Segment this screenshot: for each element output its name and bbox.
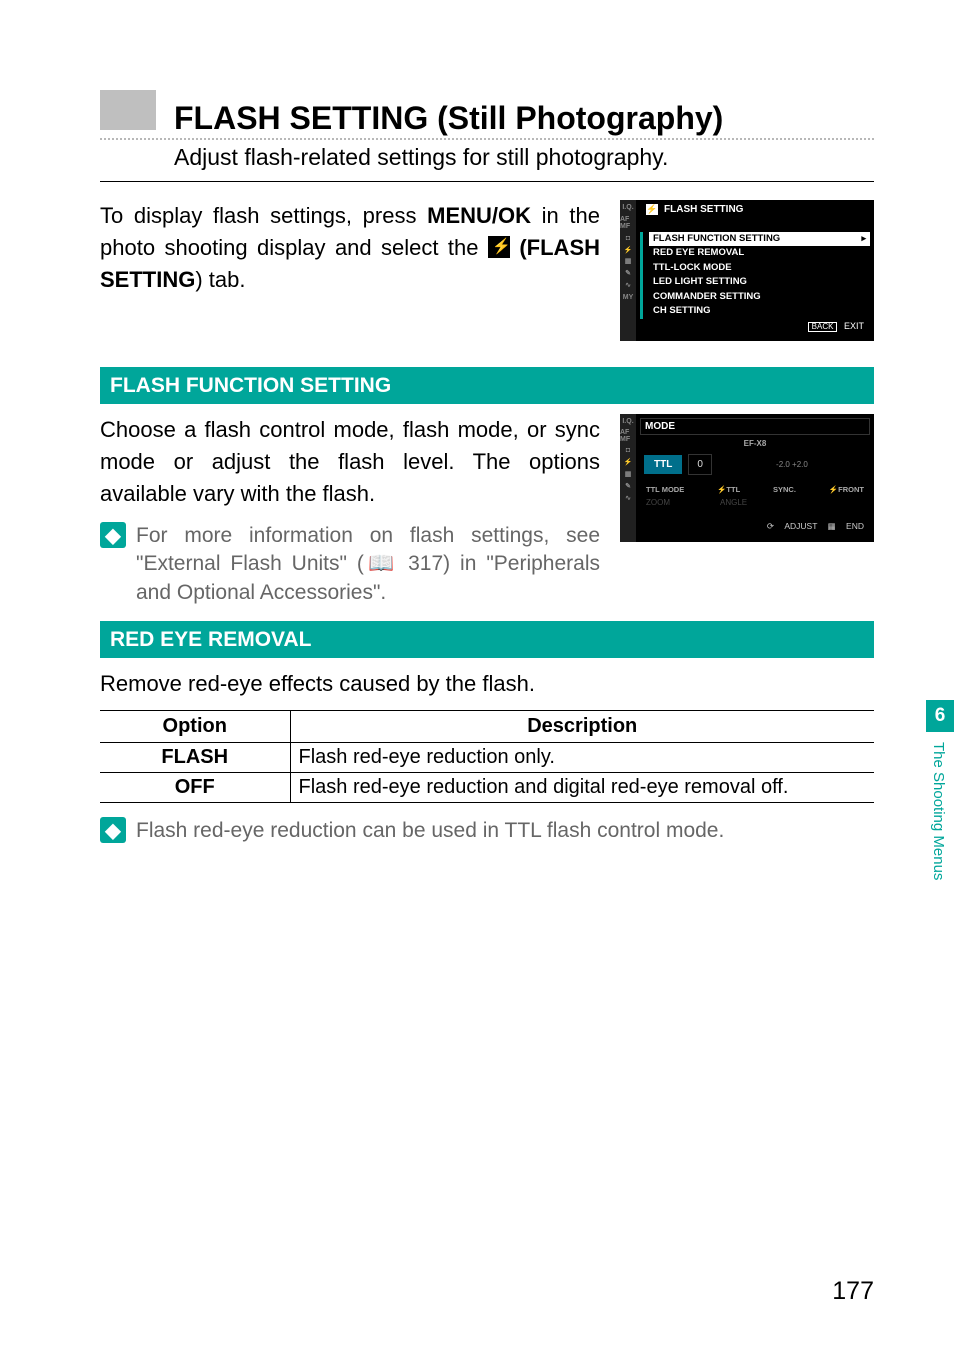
intro-text: To display flash settings, press MENU/OK… [100, 200, 600, 296]
menu-title: FLASH SETTING [664, 204, 743, 215]
front-label: ⚡FRONT [829, 485, 864, 494]
heading-marker [100, 90, 156, 130]
sidebar-tab: ▦ [625, 258, 632, 266]
sidebar-tab: ◘ [626, 235, 630, 243]
th-description: Description [290, 711, 874, 743]
sidebar-tab: ∿ [625, 282, 631, 290]
adjust-label: ADJUST [784, 521, 817, 531]
ttl-mode-label: TTL MODE [646, 485, 684, 494]
sync-label: SYNC. [773, 485, 796, 494]
note-box: ◆ For more information on flash settings… [100, 522, 600, 607]
chapter-label: The Shooting Menus [926, 732, 951, 880]
menu-item: RED EYE REMOVAL [649, 246, 870, 260]
sidebar-tab: AF MF [620, 429, 636, 443]
section-heading-flash-function: FLASH FUNCTION SETTING [100, 367, 874, 404]
angle-label: ANGLE [720, 498, 747, 507]
menu-body: MODE EF-X8 TTL 0 -2.0 +2.0 TTL MODE ⚡TTL… [636, 414, 874, 542]
page-number: 177 [832, 1277, 874, 1306]
menu-body: ⚡ FLASH SETTING FLASH FUNCTION SETTING ▸… [636, 200, 874, 341]
note-box: ◆ Flash red-eye reduction can be used in… [100, 817, 874, 845]
control-row: TTL 0 -2.0 +2.0 [640, 452, 870, 483]
menu-item: COMMANDER SETTING [649, 290, 870, 304]
comp-value: 0 [688, 454, 712, 475]
menu-titlebar: ⚡ FLASH SETTING [640, 200, 870, 218]
ttl-icon-label: ⚡TTL [717, 485, 740, 494]
menu-sidebar: I.Q. AF MF ◘ ⚡ ▦ ✎ ∿ [620, 414, 636, 542]
intro-row: To display flash settings, press MENU/OK… [100, 200, 874, 341]
page-title: FLASH SETTING (Still Photography) [174, 102, 723, 134]
sidebar-tab-active: ⚡ [624, 247, 633, 255]
note-text: Flash red-eye reduction can be used in T… [136, 817, 724, 845]
sidebar-tab: ✎ [625, 482, 631, 490]
chapter-number: 6 [926, 700, 954, 732]
menu-footer: BACK EXIT [640, 319, 870, 338]
sidebar-tab: ⚡ [624, 458, 633, 466]
sidebar-tab: AF MF [620, 216, 636, 231]
efx-label: EF-X8 [640, 435, 870, 452]
section1-left: Choose a flash control mode, flash mode,… [100, 414, 600, 607]
exit-label: EXIT [844, 321, 864, 331]
menu-item: LED LIGHT SETTING [649, 275, 870, 289]
th-option: Option [100, 711, 290, 743]
ttl-box: TTL [644, 455, 682, 474]
section1-body: Choose a flash control mode, flash mode,… [100, 414, 600, 510]
end-label: END [846, 521, 864, 531]
sidebar-tab: ▦ [625, 470, 632, 478]
menu-item: CH SETTING [649, 304, 870, 318]
dotted-rule [100, 138, 874, 140]
sidebar-tab: ✎ [625, 270, 631, 278]
intro-part1: To display flash settings, press [100, 203, 427, 228]
cell-desc: Flash red-eye reduction only. [290, 743, 874, 773]
sidebar-tab: I.Q. [622, 204, 633, 212]
menu-item: TTL-LOCK MODE [649, 261, 870, 275]
gray-row: ZOOM ANGLE [640, 496, 870, 509]
options-table: Option Description FLASH Flash red-eye r… [100, 710, 874, 803]
screenshot-flash-settings-menu: I.Q. AF MF ◘ ⚡ ▦ ✎ ∿ MY ⚡ FLASH SETTING … [620, 200, 874, 341]
menu-sidebar: I.Q. AF MF ◘ ⚡ ▦ ✎ ∿ MY [620, 200, 636, 341]
table-row: OFF Flash red-eye reduction and digital … [100, 773, 874, 803]
screenshot-flash-mode: I.Q. AF MF ◘ ⚡ ▦ ✎ ∿ MODE EF-X8 TTL 0 -2… [620, 414, 874, 542]
cell-option: OFF [100, 773, 290, 803]
note-text: For more information on flash settings, … [136, 522, 600, 607]
menu-item-label: FLASH FUNCTION SETTING [653, 234, 780, 244]
icon-square: ▦ [828, 521, 836, 531]
sidebar-tab: ∿ [625, 494, 631, 502]
cell-option: FLASH [100, 743, 290, 773]
cell-desc: Flash red-eye reduction and digital red-… [290, 773, 874, 803]
divider [100, 181, 874, 182]
section-heading-red-eye: RED EYE REMOVAL [100, 621, 874, 658]
back-badge: BACK [808, 322, 838, 333]
page-subtitle: Adjust flash-related settings for still … [174, 144, 874, 171]
footer2: ⟳ ADJUST ▦ END [640, 515, 870, 538]
menu-items: FLASH FUNCTION SETTING ▸ RED EYE REMOVAL… [640, 232, 870, 319]
menu-ok-label: MENU/OK [427, 203, 531, 228]
intro-tabend: ) tab. [195, 267, 245, 292]
section2-body: Remove red-eye effects caused by the fla… [100, 668, 874, 700]
icon-rotate: ⟳ [767, 521, 774, 531]
comp-scale: -2.0 +2.0 [718, 460, 866, 469]
note-icon: ◆ [100, 817, 126, 843]
sidebar-tab: ◘ [626, 447, 630, 454]
sidebar-tab: I.Q. [622, 418, 633, 425]
zoom-label: ZOOM [646, 498, 670, 507]
chevron-right-icon: ▸ [861, 234, 866, 244]
chapter-tab: 6 The Shooting Menus [926, 700, 954, 1000]
sidebar-tab: MY [623, 294, 634, 302]
menu-item-selected: FLASH FUNCTION SETTING ▸ [649, 232, 870, 246]
mode-row: MODE [640, 418, 870, 435]
flash-tab-icon [488, 236, 510, 258]
note-icon: ◆ [100, 522, 126, 548]
section1-row: Choose a flash control mode, flash mode,… [100, 414, 874, 607]
grid-labels: TTL MODE ⚡TTL SYNC. ⚡FRONT [640, 483, 870, 496]
flash-icon: ⚡ [646, 204, 658, 215]
page: FLASH SETTING (Still Photography) Adjust… [0, 0, 954, 1346]
table-row: FLASH Flash red-eye reduction only. [100, 743, 874, 773]
heading-row: FLASH SETTING (Still Photography) [100, 90, 874, 134]
